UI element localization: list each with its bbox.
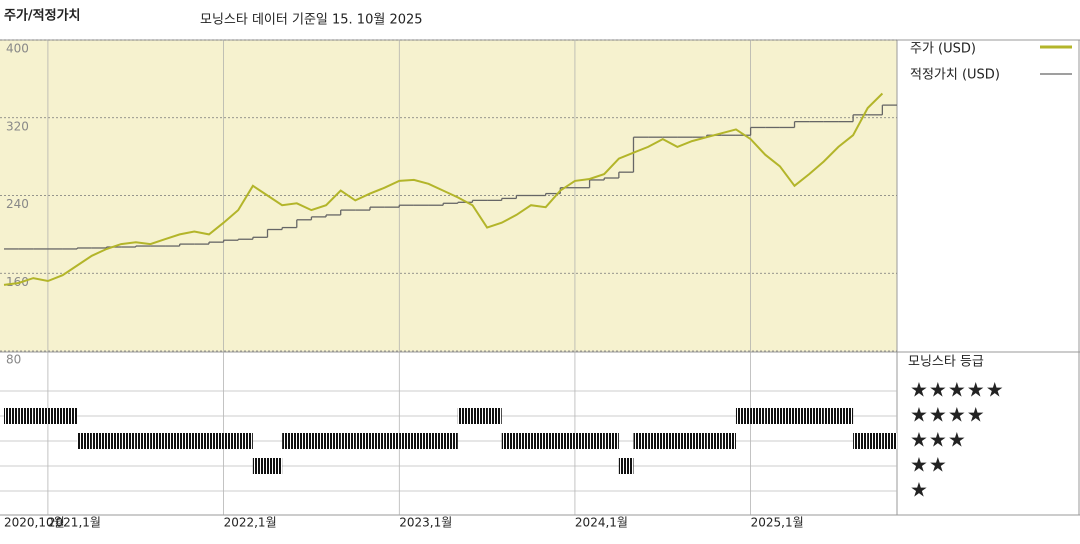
x-tick-label: 2025,1월 bbox=[751, 516, 804, 530]
plot-background bbox=[0, 40, 897, 352]
rating-label: ★★★★ bbox=[910, 403, 986, 427]
rating-bar bbox=[648, 433, 663, 449]
rating-bar bbox=[882, 433, 897, 449]
rating-bar bbox=[545, 433, 561, 449]
y-tick-label: 320 bbox=[6, 119, 29, 133]
rating-bar bbox=[326, 433, 341, 449]
rating-bar bbox=[487, 408, 502, 424]
rating-bar bbox=[677, 433, 693, 449]
rating-bar bbox=[589, 433, 605, 449]
rating-bar bbox=[223, 433, 239, 449]
rating-bar bbox=[355, 433, 370, 449]
rating-bar bbox=[150, 433, 166, 449]
rating-bar bbox=[62, 408, 78, 424]
rating-bar bbox=[121, 433, 136, 449]
rating-label: ★★★★★ bbox=[910, 378, 1005, 402]
rating-bar bbox=[443, 433, 458, 449]
rating-label: ★★★ bbox=[910, 428, 967, 452]
rating-bar bbox=[853, 433, 868, 449]
chart-subtitle: 모닝스타 데이터 기준일 15. 10월 2025 bbox=[200, 13, 423, 28]
rating-bar bbox=[296, 433, 312, 449]
rating-bar bbox=[604, 433, 619, 449]
rating-bar bbox=[165, 433, 180, 449]
rating-bar bbox=[384, 433, 400, 449]
rating-bar bbox=[311, 433, 327, 449]
y-tick-label: 160 bbox=[6, 275, 29, 289]
chart-title: 주가/적정가치 bbox=[4, 8, 81, 24]
rating-bar bbox=[823, 408, 839, 424]
rating-bar bbox=[194, 433, 209, 449]
rating-bar bbox=[135, 433, 151, 449]
rating-bar bbox=[33, 408, 48, 424]
rating-bar bbox=[721, 433, 736, 449]
rating-bar bbox=[574, 433, 590, 449]
rating-bar bbox=[252, 458, 268, 474]
rating-bar bbox=[560, 433, 575, 449]
rating-bar bbox=[735, 408, 751, 424]
rating-bar bbox=[106, 433, 122, 449]
y-tick-label: 240 bbox=[6, 197, 29, 211]
rating-bar bbox=[779, 408, 795, 424]
rating-bar bbox=[750, 408, 766, 424]
rating-bar bbox=[18, 408, 34, 424]
x-tick-label: 2020,10월 bbox=[4, 516, 65, 530]
rating-title: 모닝스타 등급 bbox=[908, 355, 984, 370]
rating-bar bbox=[516, 433, 532, 449]
rating-bar bbox=[662, 433, 678, 449]
rating-bar bbox=[809, 408, 824, 424]
rating-bar bbox=[867, 433, 883, 449]
rating-bar bbox=[633, 433, 649, 449]
rating-bar bbox=[369, 433, 385, 449]
rating-bar bbox=[47, 408, 63, 424]
legend-label: 주가 (USD) bbox=[910, 42, 976, 57]
y-tick-label: 400 bbox=[6, 42, 29, 56]
rating-bar bbox=[472, 408, 488, 424]
rating-bar bbox=[413, 433, 429, 449]
rating-bar bbox=[706, 433, 722, 449]
rating-bar bbox=[428, 433, 444, 449]
rating-bar bbox=[457, 408, 473, 424]
rating-bar bbox=[838, 408, 854, 424]
rating-bar bbox=[4, 408, 19, 424]
rating-bar bbox=[282, 433, 297, 449]
x-tick-label: 2023,1월 bbox=[399, 516, 452, 530]
y-tick-label: 80 bbox=[6, 353, 21, 367]
legend-label: 적정가치 (USD) bbox=[910, 68, 1000, 83]
rating-bar bbox=[238, 433, 253, 449]
rating-bar bbox=[91, 433, 107, 449]
rating-bar bbox=[531, 433, 546, 449]
rating-bar bbox=[267, 458, 283, 474]
rating-label: ★ bbox=[910, 478, 929, 502]
rating-bar bbox=[501, 433, 517, 449]
rating-label: ★★ bbox=[910, 453, 948, 477]
rating-bar bbox=[765, 408, 780, 424]
rating-bar bbox=[77, 433, 92, 449]
rating-bar bbox=[692, 433, 707, 449]
rating-bar bbox=[618, 458, 634, 474]
rating-bar bbox=[340, 433, 356, 449]
rating-bar bbox=[794, 408, 810, 424]
x-tick-label: 2021,1월 bbox=[48, 516, 101, 530]
x-tick-label: 2022,1월 bbox=[224, 516, 277, 530]
price-line bbox=[3, 92, 884, 286]
rating-bar bbox=[208, 433, 224, 449]
x-tick-label: 2024,1월 bbox=[575, 516, 628, 530]
rating-bar bbox=[399, 433, 414, 449]
rating-bar bbox=[179, 433, 195, 449]
